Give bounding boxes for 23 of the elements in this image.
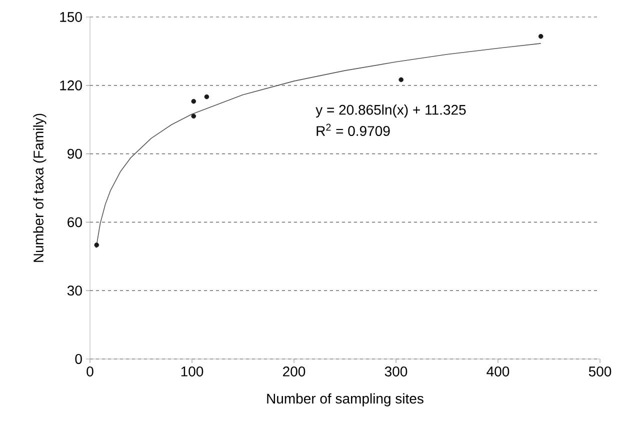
y-tick-label: 60 — [68, 217, 82, 228]
x-tick-label: 500 — [588, 366, 612, 376]
y-tick-label: 120 — [60, 80, 82, 90]
point — [191, 114, 196, 119]
y-tick-label: 150 — [60, 12, 82, 22]
point — [538, 34, 544, 39]
x-tick-label: 200 — [283, 366, 306, 376]
y-axis-title: Number of taxa (Family) — [33, 114, 46, 262]
annotation: R$^{2}$ = 0.9709 — [316, 124, 390, 136]
x-axis-title: Number of sampling sites — [267, 393, 424, 406]
y-tick-label: 0 — [75, 354, 82, 364]
x-tick-label: 400 — [486, 366, 510, 376]
y-tick-label: 30 — [67, 286, 82, 296]
x-tick-label: 100 — [181, 366, 204, 376]
point — [191, 98, 196, 104]
x-tick-label: 300 — [384, 366, 408, 376]
x-tick-label: 0 — [86, 366, 94, 376]
point — [94, 242, 100, 248]
point — [398, 77, 404, 82]
point — [204, 94, 210, 100]
line-series — [96, 43, 542, 248]
annotation: y = 20.865ln(x) + 11.325 — [316, 104, 466, 118]
y-tick-label: 90 — [68, 148, 82, 159]
